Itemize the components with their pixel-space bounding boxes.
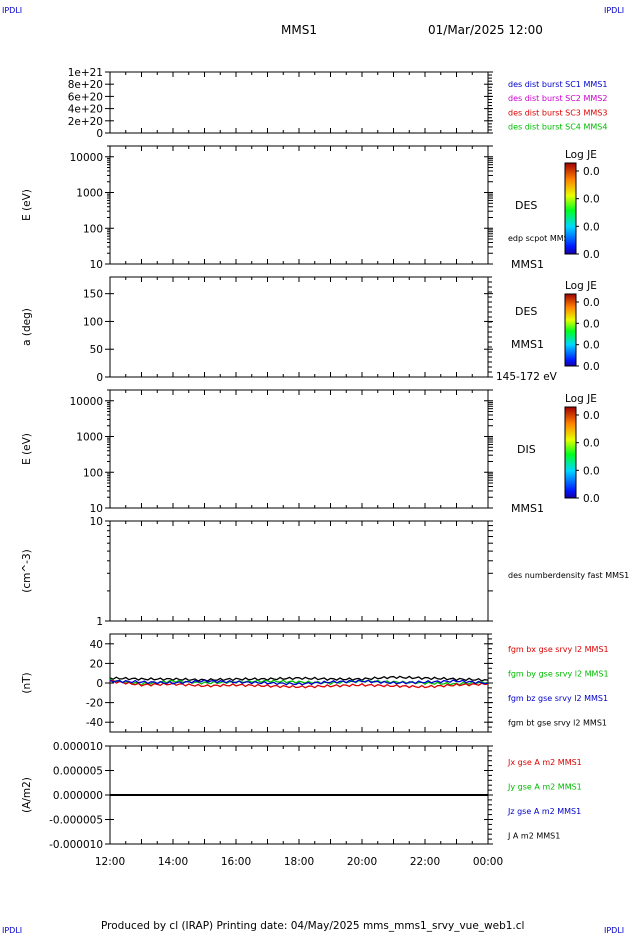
y-tick-label: 1000 [76, 432, 103, 444]
y-tick-label: 10000 [70, 396, 103, 408]
y-tick-label: 10 [90, 503, 103, 515]
legend-entry: des dist burst SC1 MMS1 [508, 80, 607, 89]
colorbar-tick-label: 0.0 [583, 465, 600, 477]
y-tick-label: 0.000010 [53, 741, 103, 753]
y-tick-label: 0.000005 [53, 766, 103, 778]
scpot-label: edp scpot MMS1 [508, 234, 574, 243]
legend-entry: Jx gse A m2 MMS1 [507, 758, 582, 767]
y-tick-label: 0 [96, 678, 103, 690]
y-tick-label: -40 [86, 717, 103, 729]
y-tick-label: 8e+20 [68, 79, 103, 91]
colorbar-tick-label: 0.0 [583, 194, 600, 206]
panel-frame-distribution [109, 71, 489, 134]
colorbar-dis-energy [564, 406, 577, 499]
y-tick-label: 10 [90, 516, 103, 528]
panel-frame-des-energy [109, 145, 489, 265]
colorbar-tick-label: 0.0 [583, 493, 600, 505]
y-axis-label: (nT) [21, 672, 33, 693]
colorbar-tick-label: 0.0 [583, 410, 600, 422]
y-tick-label: 4e+20 [68, 104, 103, 116]
y-tick-label: 1e+21 [68, 67, 103, 79]
legend-entry: Jy gse A m2 MMS1 [507, 783, 582, 792]
y-tick-label: -0.000005 [49, 815, 103, 827]
y-tick-label: 20 [90, 658, 103, 670]
spacecraft-title: MMS1 [281, 23, 317, 37]
panel-frame-dis-energy [109, 389, 489, 509]
colorbar-tick-label: 0.0 [583, 249, 600, 261]
panel-spacecraft-label: MMS1 [511, 338, 544, 351]
colorbar-tick-label: 0.0 [583, 361, 600, 373]
colorbar-tick-label: 0.0 [583, 340, 600, 352]
corner-label-bottom-left: IPDLI [2, 926, 22, 934]
y-axis-label: (A/m2) [21, 777, 33, 813]
legend-entry: des numberdensity fast MMS1 [508, 571, 629, 580]
series-line-by [109, 678, 489, 686]
legend-entry: fgm bt gse srvy l2 MMS1 [508, 719, 607, 728]
y-axis-label: E (eV) [21, 189, 33, 221]
y-tick-label: 100 [83, 223, 103, 235]
colorbar-title: Log JE [565, 149, 597, 161]
y-tick-label: 150 [83, 289, 103, 301]
y-tick-label: 0 [96, 128, 103, 140]
x-tick-label: 20:00 [347, 856, 377, 868]
y-tick-label: 10 [90, 259, 103, 271]
colorbar-title: Log JE [565, 280, 597, 292]
y-tick-label: 50 [90, 344, 103, 356]
y-tick-label: 100 [83, 316, 103, 328]
energy-range-label: 145-172 eV [496, 371, 558, 383]
panel-spacecraft-label: MMS1 [511, 502, 544, 515]
legend-entry: des dist burst SC4 MMS4 [508, 123, 607, 132]
y-tick-label: 6e+20 [68, 91, 103, 103]
y-tick-label: 1000 [76, 188, 103, 200]
x-tick-label: 12:00 [95, 856, 125, 868]
panel-frame-density [109, 520, 489, 622]
colorbar-tick-label: 0.0 [583, 318, 600, 330]
legend-entry: fgm by gse srvy l2 MMS1 [508, 670, 609, 679]
y-tick-label: 10000 [70, 152, 103, 164]
colorbar-tick-label: 0.0 [583, 438, 600, 450]
y-tick-label: 1 [96, 616, 103, 628]
colorbar-des-pitch [564, 293, 577, 367]
series-line-bz [109, 679, 489, 686]
y-axis-label: (cm^-3) [21, 549, 33, 592]
x-tick-label: 14:00 [158, 856, 188, 868]
panel-spacecraft-label: MMS1 [511, 258, 544, 271]
y-tick-label: 40 [90, 639, 103, 651]
colorbar-tick-label: 0.0 [583, 221, 600, 233]
colorbar-tick-label: 0.0 [583, 166, 600, 178]
series-line-bx [109, 679, 489, 689]
legend-entry: des dist burst SC2 MMS2 [508, 94, 607, 103]
y-tick-label: -20 [86, 698, 103, 710]
corner-label-top-right: IPDLI [604, 6, 624, 15]
y-tick-label: 100 [83, 467, 103, 479]
series-line-bt [109, 675, 489, 682]
footer-credits: Produced by cl (IRAP) Printing date: 04/… [101, 920, 524, 932]
legend-entry: des dist burst SC3 MMS3 [508, 108, 607, 117]
corner-label-top-left: IPDLI [2, 6, 22, 15]
corner-label-bottom-right: IPDLI [604, 926, 624, 934]
legend-entry: fgm bx gse srvy l2 MMS1 [508, 645, 609, 654]
species-label: DIS [517, 443, 536, 456]
datetime-title: 01/Mar/2025 12:00 [428, 23, 543, 37]
colorbar-tick-label: 0.0 [583, 297, 600, 309]
y-axis-label: a (deg) [21, 308, 33, 346]
colorbar-des-energy [564, 162, 577, 255]
x-tick-label: 18:00 [284, 856, 314, 868]
x-tick-label: 16:00 [221, 856, 251, 868]
species-label: DES [515, 199, 537, 212]
y-tick-label: -0.000010 [49, 839, 103, 851]
legend-entry: J A m2 MMS1 [507, 832, 560, 841]
y-tick-label: 2e+20 [68, 116, 103, 128]
species-label: DES [515, 305, 537, 318]
y-tick-label: 0.000000 [53, 790, 103, 802]
panel-frame-des-pitch [109, 276, 489, 378]
y-tick-label: 0 [96, 372, 103, 384]
x-tick-label: 00:00 [473, 856, 503, 868]
colorbar-title: Log JE [565, 393, 597, 405]
legend-entry: fgm bz gse srvy l2 MMS1 [508, 694, 608, 703]
x-tick-label: 22:00 [410, 856, 440, 868]
legend-entry: Jz gse A m2 MMS1 [507, 807, 581, 816]
y-axis-label: E (eV) [21, 433, 33, 465]
